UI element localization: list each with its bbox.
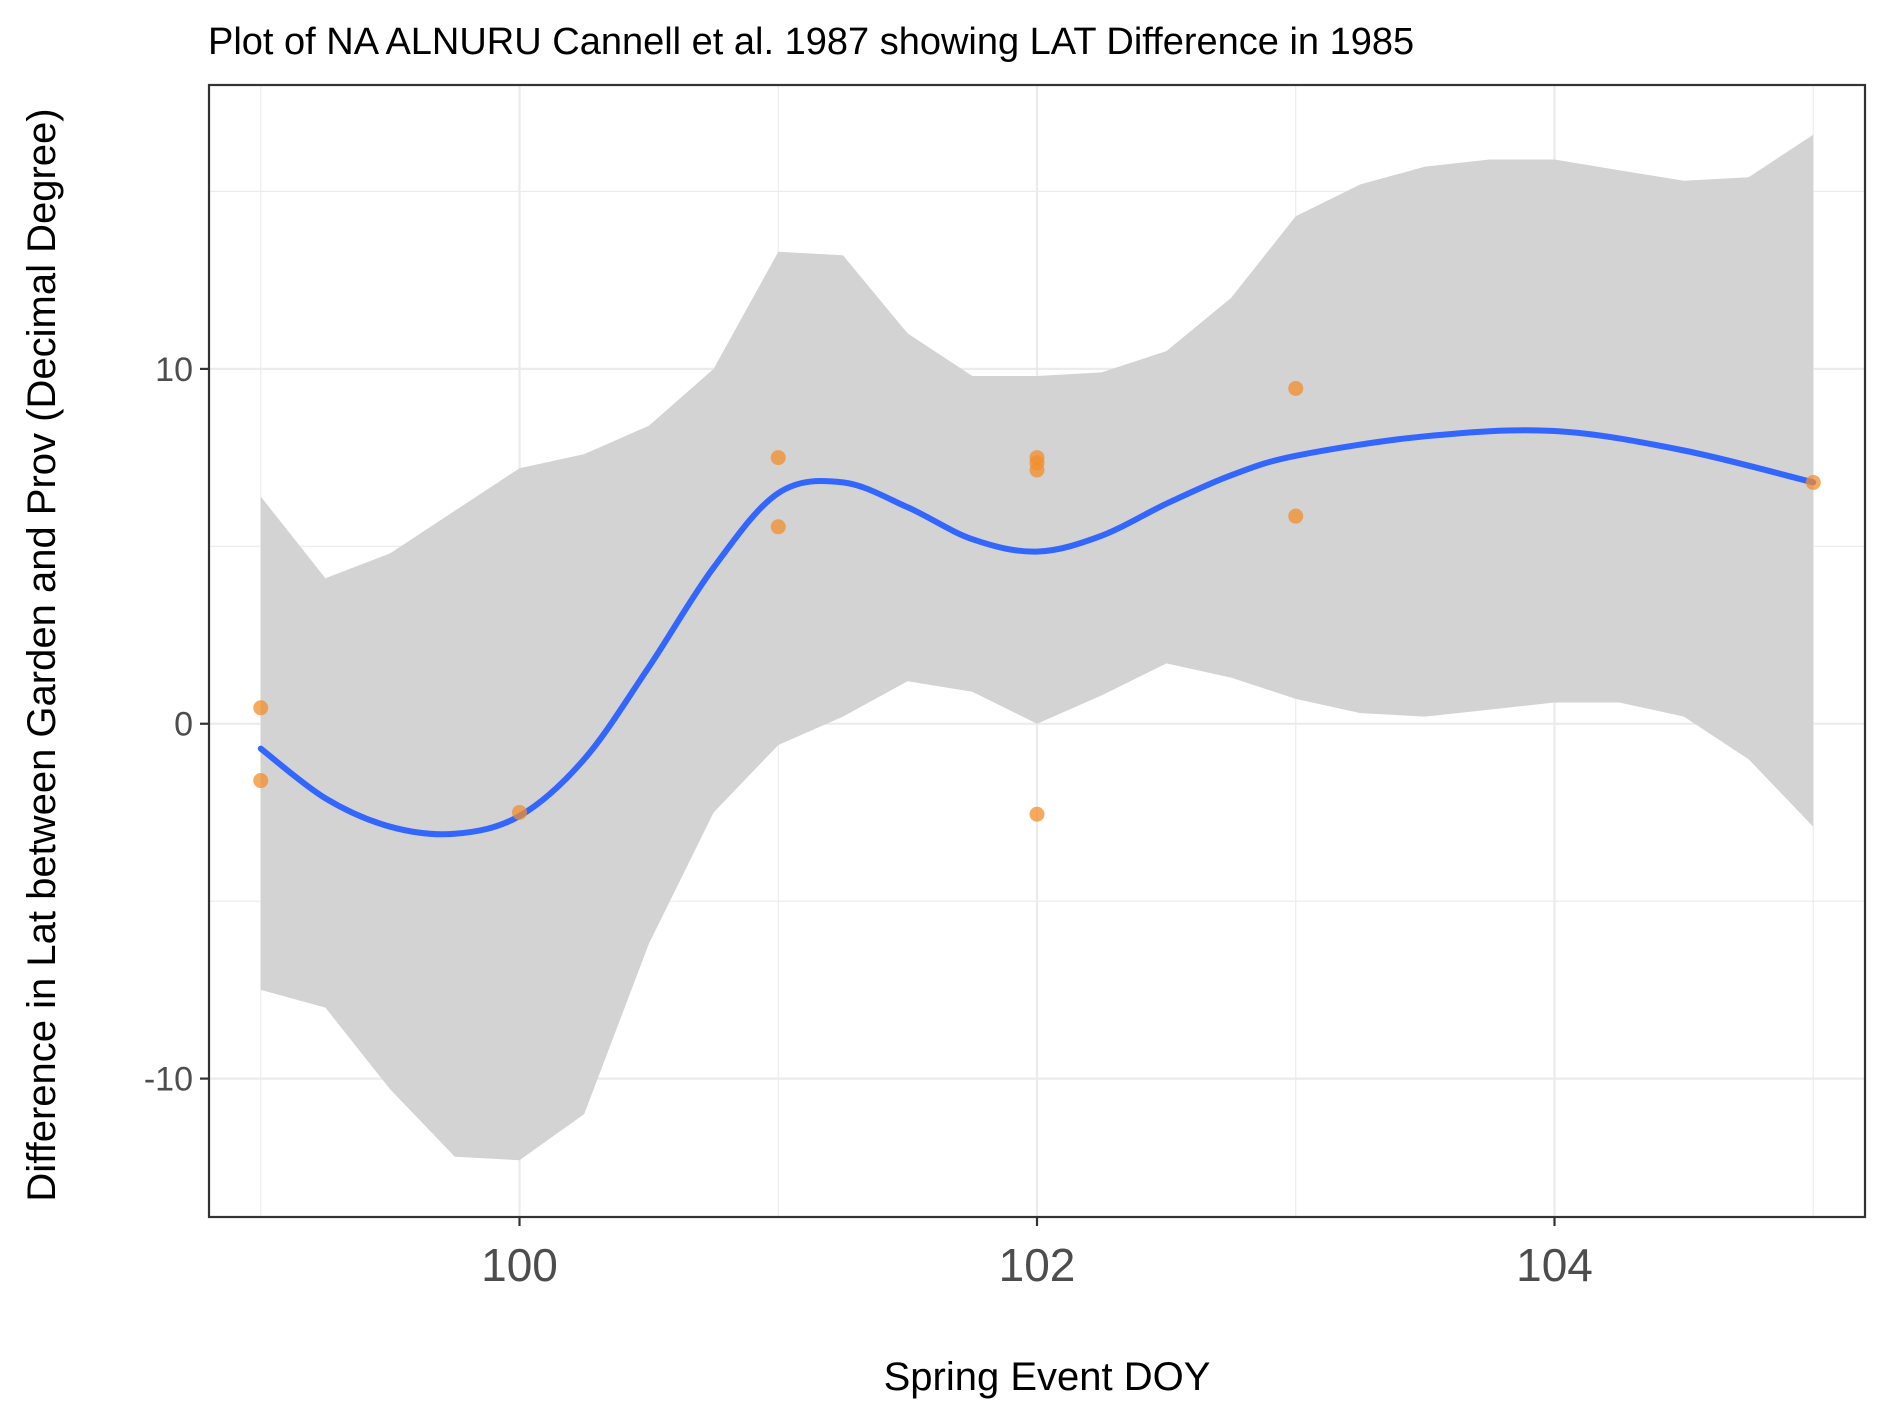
x-axis-ticks: 100 102 104 (481, 1217, 1593, 1291)
chart-title: Plot of NA ALNURU Cannell et al. 1987 sh… (208, 21, 1414, 63)
y-tick-label: 0 (174, 706, 193, 744)
confidence-band-area (260, 134, 1814, 1161)
data-point (1029, 462, 1045, 478)
data-point (770, 519, 786, 535)
y-axis-ticks: -10 0 10 (144, 351, 209, 1099)
data-point (512, 804, 527, 820)
x-tick-label: 100 (481, 1239, 558, 1291)
data-point (1805, 474, 1821, 490)
data-points (253, 380, 1821, 822)
y-tick-label: -10 (144, 1061, 193, 1099)
x-axis-title: Spring Event DOY (884, 1355, 1211, 1399)
data-point (253, 700, 269, 716)
data-point (253, 773, 269, 789)
confidence-band (260, 134, 1814, 1161)
y-tick-label: 10 (155, 351, 193, 389)
data-point (1029, 806, 1045, 822)
x-tick-label: 102 (999, 1239, 1076, 1291)
smooth-fit-line (257, 427, 1817, 838)
data-point (1288, 380, 1304, 396)
smooth-line (257, 427, 1817, 838)
data-point (1288, 508, 1304, 524)
data-point (770, 450, 786, 466)
y-axis-title: Difference in Lat between Garden and Pro… (20, 108, 64, 1201)
x-tick-label: 104 (1516, 1239, 1593, 1291)
